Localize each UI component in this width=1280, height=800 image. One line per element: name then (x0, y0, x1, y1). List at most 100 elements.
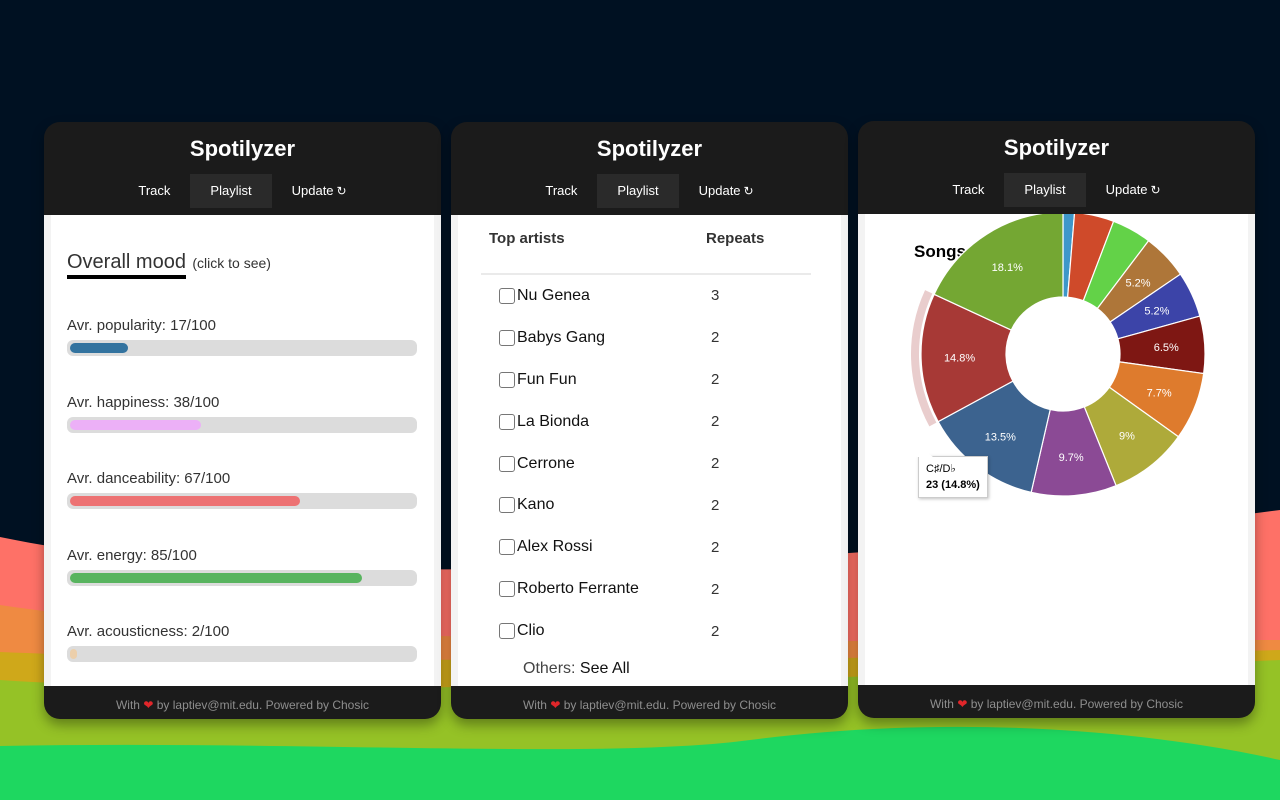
artist-name: Alex Rossi (517, 538, 593, 556)
table-row: Nu Genea 3 (481, 275, 841, 317)
update-label: Update (291, 183, 334, 198)
footer-credits: by laptiev@mit.edu. Powered by Chosic (156, 698, 370, 712)
progress-fill (70, 572, 363, 583)
artist-repeats: 2 (711, 413, 720, 431)
artist-checkbox[interactable] (499, 539, 515, 556)
artist-checkbox[interactable] (499, 287, 515, 304)
keys-donut-chart[interactable]: 5.2% 5.2% 6.5% 7.7% 9% 9.7% 13.5% 14.8% 18.1% (865, 214, 1248, 685)
artists-table: Top artists Repeats Nu Genea 3 Babys Gan… (458, 215, 841, 686)
artist-checkbox[interactable] (499, 455, 515, 472)
tooltip-value: 23 (14.8%) (926, 479, 980, 491)
others-row: Others: See All (481, 660, 841, 678)
metric-danceability: Avr. danceability: 67/100 (51, 440, 434, 517)
slice-label: 13.5% (985, 431, 1016, 443)
tooltip-key: C♯/D♭ (926, 463, 956, 475)
panel-footer: With ❤ by laptiev@mit.edu. Powered by Ch… (44, 686, 441, 719)
slice-label: 5.2% (1144, 306, 1169, 318)
slice-label: 9% (1119, 430, 1135, 442)
progress-fill (70, 343, 129, 353)
update-button[interactable]: Update ↻ (272, 174, 367, 208)
footer-credits: by laptiev@mit.edu. Powered by Chosic (563, 698, 777, 712)
tab-playlist[interactable]: Playlist (597, 174, 679, 208)
panel-footer: With ❤ by laptiev@mit.edu. Powered by Ch… (451, 686, 848, 719)
metric-label: Avr. acousticness: 2/100 (67, 623, 230, 640)
pie-slice[interactable] (933, 214, 1064, 331)
refresh-icon: ↻ (1150, 183, 1161, 197)
chart-tooltip: C♯/D♭ 23 (14.8%) (917, 445, 988, 498)
slice-label: 7.7% (1147, 387, 1172, 399)
slice-label: 6.5% (1154, 342, 1179, 354)
table-row: Roberto Ferrante 2 (481, 568, 841, 610)
panel-header: Spotilyzer Track Playlist Update ↻ (44, 122, 441, 215)
artist-name: Kano (517, 496, 555, 514)
progress-fill (70, 419, 201, 430)
metric-happiness: Avr. happiness: 38/100 (51, 364, 434, 441)
app-title: Spotilyzer (1003, 135, 1110, 160)
artist-repeats: 2 (711, 329, 720, 347)
metric-label: Avr. danceability: 67/100 (67, 470, 231, 487)
artist-checkbox[interactable] (499, 623, 515, 640)
panel-body: Top artists Repeats Nu Genea 3 Babys Gan… (451, 215, 848, 686)
table-row: Alex Rossi 2 (481, 526, 841, 568)
progress-bar (67, 569, 417, 586)
tab-track[interactable]: Track (545, 183, 578, 198)
artist-repeats: 2 (711, 496, 720, 514)
heart-icon: ❤ (957, 697, 968, 711)
update-label: Update (1105, 182, 1148, 197)
artist-name: Roberto Ferrante (517, 580, 639, 598)
slice-label: 18.1% (992, 262, 1023, 274)
artist-name: Clio (517, 622, 545, 640)
artist-name: Babys Gang (517, 328, 606, 346)
pie-slice[interactable] (937, 380, 1051, 494)
footer-prefix: With (929, 697, 954, 711)
tab-playlist[interactable]: Playlist (190, 174, 272, 208)
nav-bar: Track Playlist Update ↻ (451, 174, 848, 208)
update-button[interactable]: Update ↻ (679, 174, 774, 208)
tab-track[interactable]: Track (138, 183, 171, 198)
tab-track[interactable]: Track (952, 182, 985, 197)
artist-checkbox[interactable] (499, 497, 515, 514)
metric-energy: Avr. energy: 85/100 (51, 517, 434, 594)
artist-name: Nu Genea (517, 286, 590, 304)
others-label: Others: (523, 660, 576, 678)
update-button[interactable]: Update ↻ (1086, 173, 1181, 207)
tab-playlist[interactable]: Playlist (1004, 173, 1086, 207)
metric-popularity: Avr. popularity: 17/100 (51, 287, 434, 364)
artist-checkbox[interactable] (499, 371, 515, 388)
footer-prefix: With (115, 698, 140, 712)
table-row: Babys Gang 2 (481, 317, 841, 359)
mood-hint: (click to see) (192, 255, 271, 271)
see-all-link[interactable]: See All (579, 660, 630, 678)
progress-bar (67, 646, 417, 662)
metric-label: Avr. popularity: 17/100 (67, 317, 216, 334)
table-row: La Bionda 2 (481, 401, 841, 443)
app-title: Spotilyzer (596, 136, 703, 161)
metric-acousticness: Avr. acousticness: 2/100 (51, 593, 434, 670)
artist-repeats: 2 (711, 580, 720, 598)
keys-panel: Spotilyzer Track Playlist Update ↻ Songs … (858, 121, 1255, 718)
app-title: Spotilyzer (189, 136, 296, 161)
update-label: Update (698, 183, 741, 198)
footer-prefix: With (522, 698, 547, 712)
heart-icon: ❤ (550, 698, 561, 712)
pie-slice[interactable] (920, 293, 1014, 423)
panel-body: Overall mood (click to see) Avr. popular… (44, 215, 441, 686)
table-row: Cerrone 2 (481, 443, 841, 485)
progress-bar (67, 493, 417, 509)
tooltip-arrow (917, 445, 933, 457)
metric-label: Avr. energy: 85/100 (67, 546, 197, 564)
mood-panel: Spotilyzer Track Playlist Update ↻ Overal… (44, 122, 441, 719)
artist-checkbox[interactable] (499, 413, 515, 430)
footer-credits: by laptiev@mit.edu. Powered by Chosic (970, 697, 1184, 711)
overall-mood-link[interactable]: Overall mood (67, 251, 186, 279)
artist-checkbox[interactable] (499, 329, 515, 346)
column-header-repeats: Repeats (706, 230, 765, 247)
table-header: Top artists Repeats (481, 215, 811, 275)
artist-checkbox[interactable] (499, 581, 515, 598)
panel-header: Spotilyzer Track Playlist Update ↻ (858, 121, 1255, 214)
artist-repeats: 2 (711, 371, 720, 389)
panel-header: Spotilyzer Track Playlist Update ↻ (451, 122, 848, 215)
artist-repeats: 3 (711, 287, 720, 305)
artist-name: La Bionda (517, 412, 590, 430)
table-row: Clio 2 (481, 610, 841, 652)
